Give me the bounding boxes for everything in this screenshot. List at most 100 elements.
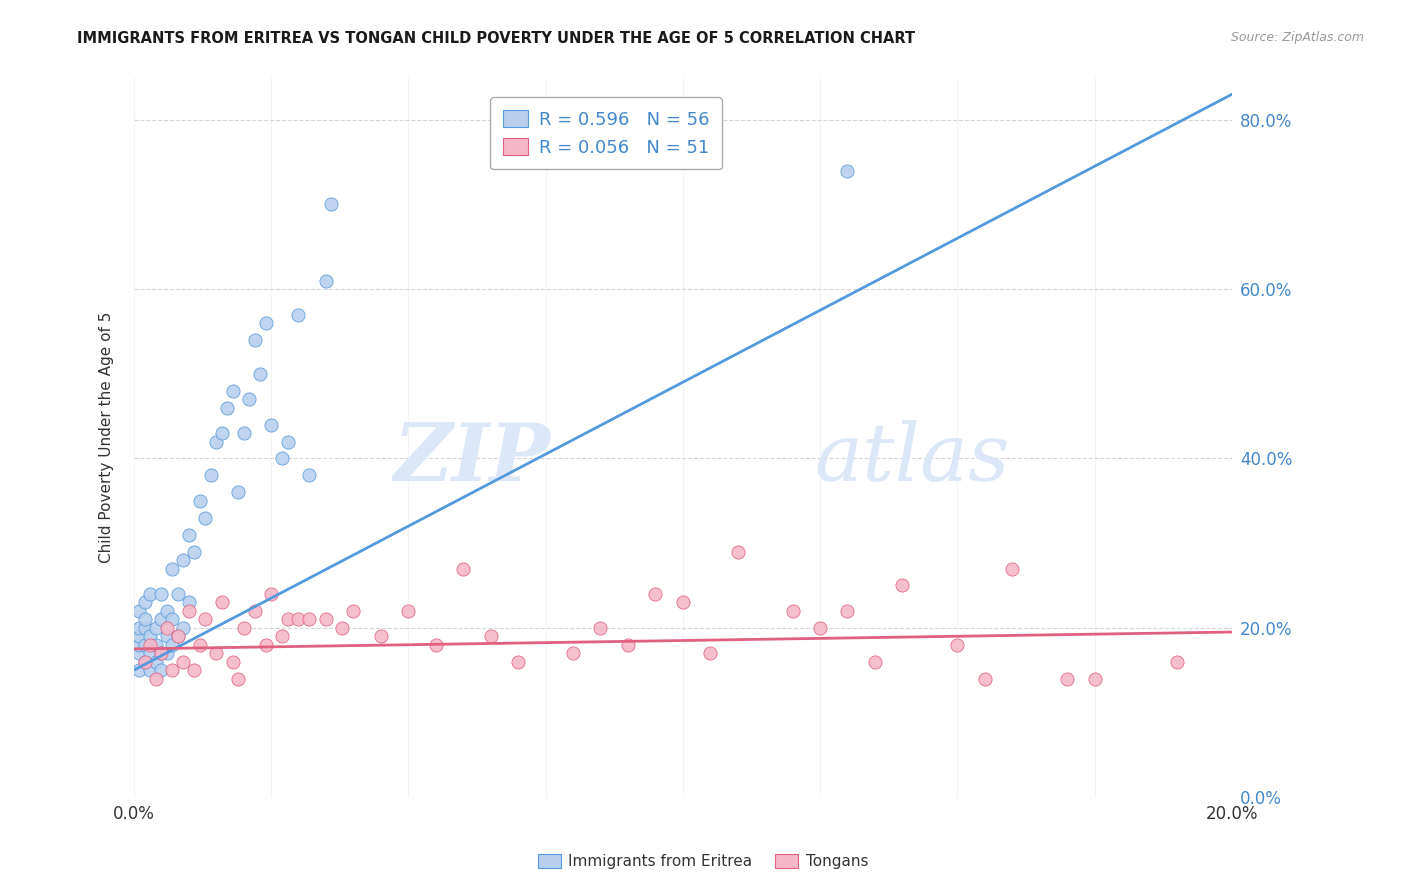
Point: [139, 638, 162, 652]
Point: [128, 629, 150, 643]
Text: ZIP: ZIP: [394, 420, 551, 498]
Text: IMMIGRANTS FROM ERITREA VS TONGAN CHILD POVERTY UNDER THE AGE OF 5 CORRELATION C: IMMIGRANTS FROM ERITREA VS TONGAN CHILD …: [77, 31, 915, 46]
Point: [128, 638, 150, 652]
Point: [451, 561, 474, 575]
Point: [837, 163, 859, 178]
Point: [221, 655, 243, 669]
Point: [205, 434, 228, 449]
Point: [221, 384, 243, 398]
Point: [134, 655, 156, 669]
Point: [150, 646, 173, 660]
Point: [243, 604, 266, 618]
Point: [205, 646, 228, 660]
Point: [946, 638, 969, 652]
Point: [243, 333, 266, 347]
Point: [150, 587, 173, 601]
Point: [260, 587, 283, 601]
Point: [156, 604, 179, 618]
Point: [396, 604, 419, 618]
Point: [134, 655, 156, 669]
Point: [156, 646, 179, 660]
Point: [194, 612, 217, 626]
Legend: Immigrants from Eritrea, Tongans: Immigrants from Eritrea, Tongans: [531, 848, 875, 875]
Point: [232, 425, 254, 440]
Point: [727, 544, 749, 558]
Point: [160, 561, 183, 575]
Point: [134, 638, 156, 652]
Point: [128, 646, 150, 660]
Point: [287, 612, 309, 626]
Point: [644, 587, 666, 601]
Point: [617, 638, 640, 652]
Point: [194, 510, 217, 524]
Point: [837, 604, 859, 618]
Text: atlas: atlas: [814, 420, 1010, 498]
Point: [249, 367, 271, 381]
Point: [506, 655, 529, 669]
Point: [188, 638, 211, 652]
Y-axis label: Child Poverty Under the Age of 5: Child Poverty Under the Age of 5: [100, 311, 114, 563]
Point: [254, 316, 277, 330]
Point: [342, 604, 364, 618]
Point: [808, 621, 831, 635]
Point: [134, 621, 156, 635]
Point: [211, 595, 233, 609]
Point: [128, 621, 150, 635]
Point: [150, 612, 173, 626]
Point: [260, 417, 283, 432]
Point: [232, 621, 254, 635]
Point: [1166, 655, 1188, 669]
Point: [134, 612, 156, 626]
Point: [139, 587, 162, 601]
Point: [177, 604, 200, 618]
Text: Source: ZipAtlas.com: Source: ZipAtlas.com: [1230, 31, 1364, 45]
Point: [315, 612, 337, 626]
Point: [139, 663, 162, 677]
Point: [177, 527, 200, 541]
Point: [315, 274, 337, 288]
Point: [166, 629, 188, 643]
Point: [425, 638, 447, 652]
Point: [973, 672, 995, 686]
Point: [298, 468, 321, 483]
Point: [782, 604, 804, 618]
Point: [217, 401, 239, 415]
Point: [370, 629, 392, 643]
Point: [321, 197, 343, 211]
Point: [134, 595, 156, 609]
Point: [183, 663, 205, 677]
Point: [139, 629, 162, 643]
Point: [226, 485, 249, 500]
Point: [1001, 561, 1024, 575]
Point: [145, 672, 167, 686]
Point: [177, 595, 200, 609]
Point: [160, 638, 183, 652]
Point: [188, 493, 211, 508]
Point: [156, 621, 179, 635]
Point: [891, 578, 914, 592]
Legend: R = 0.596   N = 56, R = 0.056   N = 51: R = 0.596 N = 56, R = 0.056 N = 51: [489, 97, 721, 169]
Point: [145, 638, 167, 652]
Point: [276, 612, 298, 626]
Point: [211, 425, 233, 440]
Point: [172, 621, 194, 635]
Point: [226, 672, 249, 686]
Point: [150, 663, 173, 677]
Point: [145, 621, 167, 635]
Point: [139, 646, 162, 660]
Point: [172, 553, 194, 567]
Point: [589, 621, 612, 635]
Point: [166, 587, 188, 601]
Point: [562, 646, 585, 660]
Point: [287, 308, 309, 322]
Point: [699, 646, 721, 660]
Point: [1083, 672, 1105, 686]
Point: [128, 663, 150, 677]
Point: [271, 451, 294, 466]
Point: [479, 629, 502, 643]
Point: [156, 629, 179, 643]
Point: [271, 629, 294, 643]
Point: [145, 655, 167, 669]
Point: [254, 638, 277, 652]
Point: [183, 544, 205, 558]
